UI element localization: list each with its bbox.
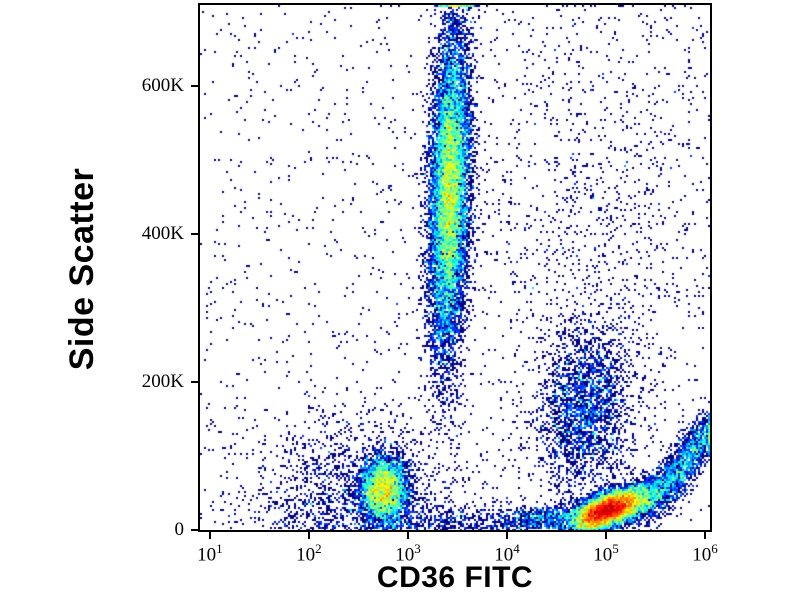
x-tick-mark	[605, 531, 608, 539]
x-tick-label: 104	[494, 541, 520, 566]
x-tick-label: 103	[395, 541, 421, 566]
y-tick-label: 600K	[141, 75, 184, 97]
y-tick-mark	[191, 381, 198, 384]
x-tick-mark	[406, 531, 409, 539]
y-tick-mark	[191, 85, 198, 88]
y-tick-label: 400K	[141, 223, 184, 245]
x-tick-label: 105	[593, 541, 619, 566]
x-axis-title: CD36 FITC	[376, 561, 534, 594]
y-axis-title: Side Scatter	[63, 167, 101, 371]
plot-frame	[198, 3, 712, 532]
x-tick-label: 102	[296, 541, 322, 566]
x-tick-label: 106	[692, 541, 718, 566]
x-tick-mark	[505, 531, 508, 539]
x-tick-mark	[704, 531, 707, 539]
density-scatter-canvas	[200, 5, 710, 530]
y-tick-label: 0	[174, 519, 185, 540]
x-tick-mark	[307, 531, 310, 539]
y-tick-mark	[191, 233, 198, 236]
y-tick-mark	[191, 529, 198, 531]
y-tick-label: 200K	[141, 371, 184, 393]
x-tick-label: 101	[197, 541, 223, 566]
x-tick-mark	[208, 531, 211, 539]
